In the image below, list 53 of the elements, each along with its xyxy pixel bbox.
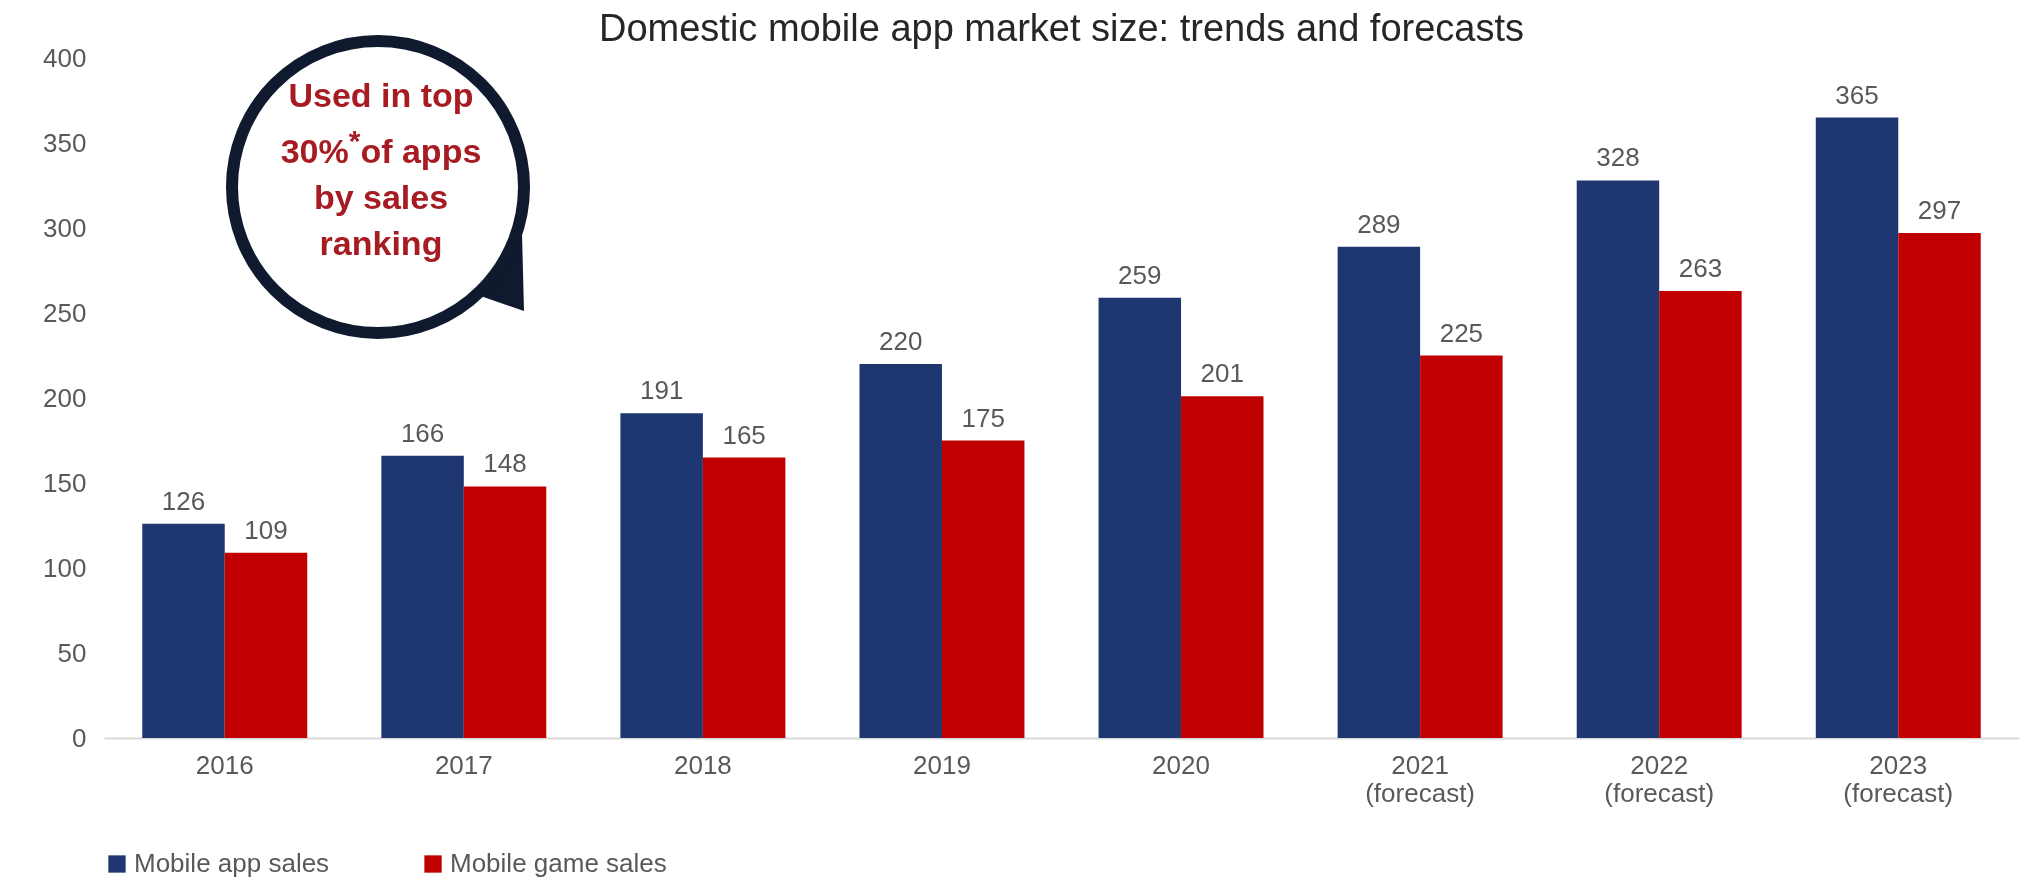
x-tick-label: 2018 [673,749,732,780]
data-label: 165 [722,419,766,450]
bar [1815,117,1899,738]
x-tick-label: 2022 (forecast) [1604,749,1715,808]
bar [1420,355,1503,738]
data-label: 365 [1835,79,1879,110]
data-label: 259 [1118,259,1162,290]
annotation: Used in top 30%$^{*}$of apps by sales ranking [279,75,483,265]
legend-label: Mobile app sales [134,848,330,878]
x-tick-label: 2016 [195,749,254,780]
data-label: 175 [961,402,1005,433]
bar [463,486,547,738]
y-tick-label: 150 [43,467,87,498]
bar [620,413,703,738]
bar [1098,297,1182,738]
y-tick-label: 200 [43,382,87,413]
x-tick-label: 2023 (forecast) [1843,749,1954,808]
data-label: 126 [161,485,206,516]
bar [142,523,225,738]
y-tick-label: 400 [43,42,87,73]
bar [1576,180,1660,738]
y-tick-label: 100 [43,552,87,583]
data-label: 263 [1678,252,1723,283]
y-tick-label: 50 [57,637,87,668]
data-label: 225 [1439,317,1484,348]
bar [224,552,308,738]
bar [859,364,942,738]
y-tick-label: 250 [43,297,87,328]
x-tick-label: 2019 [913,749,971,780]
bar [941,440,1025,738]
data-label: 109 [244,514,288,545]
legend-label: Mobile game sales [450,848,667,878]
data-label: 191 [639,375,684,406]
data-label: 220 [879,326,923,356]
data-label: 148 [483,448,527,479]
bar [381,455,464,738]
bar [1181,396,1264,738]
bar [1898,233,1981,738]
data-label: 289 [1357,208,1401,239]
bar [1337,246,1421,738]
x-tick-label: 2017 [434,749,493,780]
data-label: 297 [1917,195,1962,226]
data-label: 201 [1200,358,1244,389]
y-tick-label: 300 [43,212,87,243]
data-label: 328 [1596,142,1640,173]
chart-title: Domestic mobile app market size: trends and forecasts [598,7,1525,49]
x-tick-label: 2020 [1152,749,1210,780]
y-tick-label: 0 [72,722,87,753]
data-label: 166 [400,417,445,448]
bar [702,457,786,738]
y-tick-label: 350 [43,127,87,158]
bar [1659,290,1742,738]
x-tick-label: 2021 (forecast) [1365,749,1476,808]
